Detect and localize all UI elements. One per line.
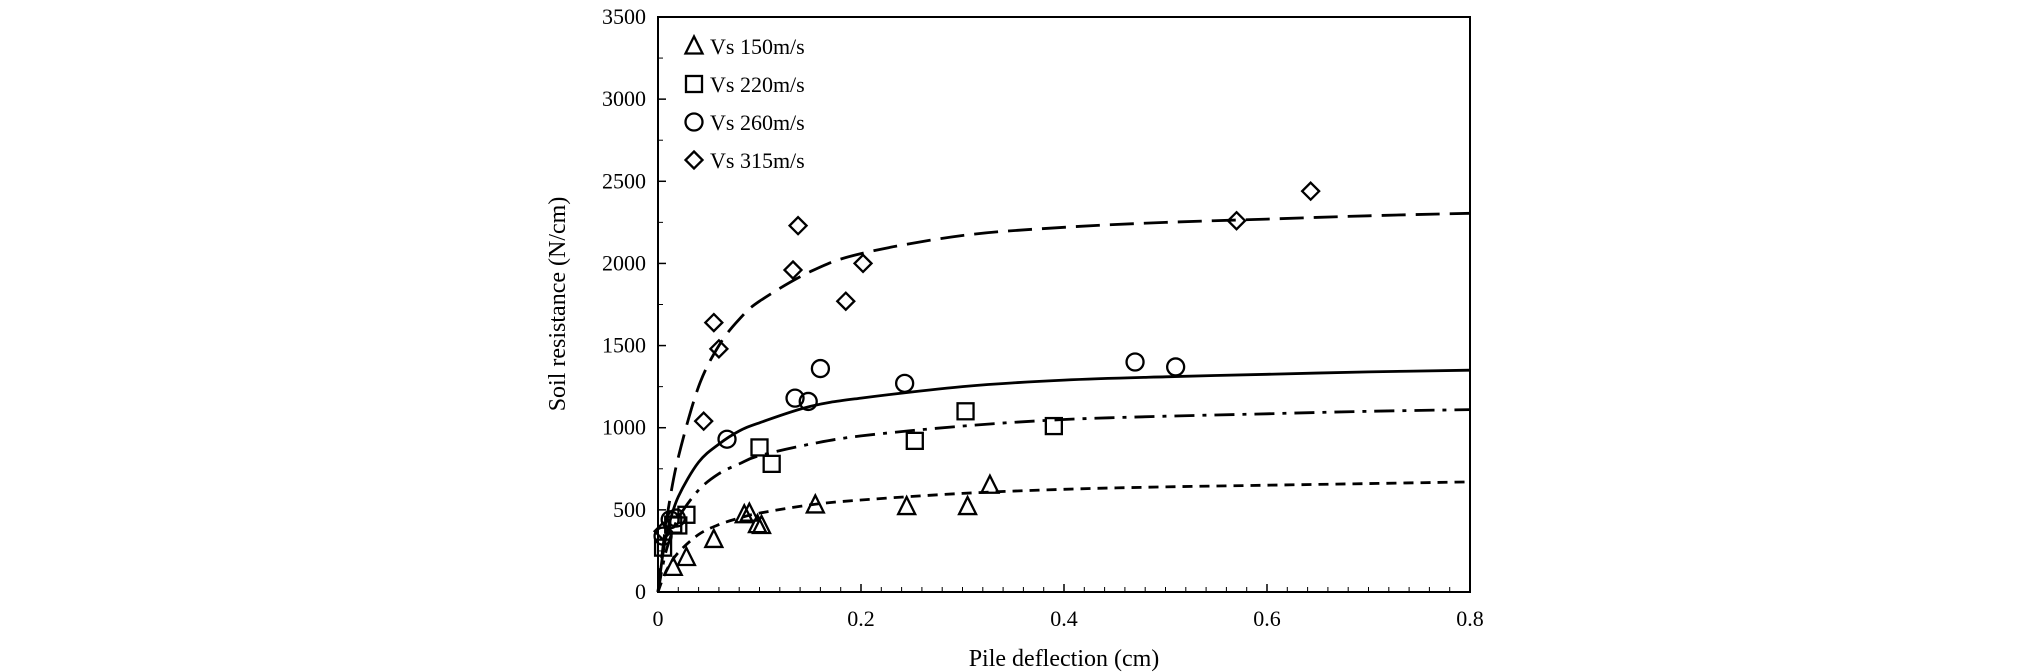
data-point-circle (894, 373, 915, 394)
data-point-diamond (787, 215, 809, 236)
y-tick-label: 500 (613, 497, 646, 522)
x-axis: 0 0.2 0.4 0.6 0.8 (653, 584, 1484, 631)
y-tick-label: 3000 (602, 86, 646, 111)
legend-label: Vs 315m/s (710, 148, 805, 173)
fit-curve-circle (656, 368, 1471, 593)
data-point-diamond (708, 338, 730, 359)
y-tick-label: 2500 (602, 168, 646, 193)
data-point-square (762, 454, 781, 474)
data-point-diamond (782, 259, 804, 281)
data-point-circle (785, 388, 805, 408)
data-point-triangle (662, 555, 684, 577)
x-tick-label: 0.6 (1253, 606, 1281, 631)
data-point-triangle (804, 492, 826, 514)
data-point-diamond (852, 253, 874, 274)
data-points (652, 181, 1321, 577)
data-point-square (956, 402, 975, 421)
data-point-circle (810, 358, 831, 379)
y-tick-label: 2000 (602, 250, 646, 275)
data-point-triangle (751, 513, 772, 535)
x-tick-label: 0.4 (1050, 606, 1078, 631)
y-tick-label: 1500 (602, 333, 646, 358)
data-point-circle (653, 526, 673, 546)
data-point-diamond (1300, 181, 1321, 202)
data-point-square (1044, 416, 1063, 436)
legend-label: Vs 220m/s (710, 72, 805, 97)
data-point-square (905, 431, 924, 451)
fit-curve-diamond (656, 211, 1471, 593)
data-point-circle (717, 429, 737, 449)
data-point-circle (666, 508, 686, 528)
fit-curves (656, 211, 1471, 593)
data-point-diamond (835, 291, 856, 312)
y-tick-label: 3500 (602, 4, 646, 29)
legend-marker-triangle (683, 33, 705, 55)
y-tick-label: 1000 (602, 415, 646, 440)
data-point-circle (798, 391, 818, 412)
x-tick-label: 0.8 (1456, 606, 1484, 631)
fit-curve-square (656, 408, 1471, 593)
data-point-triangle (896, 494, 918, 516)
y-tick-label: 0 (635, 579, 646, 604)
fit-curve-triangle (656, 480, 1471, 593)
data-point-diamond (693, 411, 714, 432)
legend-marker-circle (684, 112, 704, 132)
y-axis-label: Soil resistance (N/cm) (545, 197, 571, 412)
y-axis: 0 500 1000 1500 2000 2500 3000 3500 (602, 4, 666, 604)
data-point-triangle (703, 527, 725, 549)
legend: Vs 150m/s Vs 220m/s Vs 260m/s Vs 315m/s (683, 33, 805, 173)
data-point-triangle (738, 501, 760, 522)
data-point-triangle (733, 502, 755, 524)
x-tick-label: 0.2 (847, 606, 875, 631)
legend-marker-square (684, 74, 704, 94)
data-point-circle (1166, 357, 1186, 377)
data-point-circle (1125, 352, 1145, 372)
x-tick-label: 0 (653, 606, 664, 631)
data-point-diamond (703, 312, 724, 333)
data-point-triangle (676, 545, 697, 567)
plot-frame (657, 16, 1471, 593)
data-point-diamond (1226, 210, 1247, 231)
x-axis-label: Pile deflection (cm) (969, 646, 1160, 672)
data-point-triangle (957, 494, 978, 516)
data-point-triangle (979, 473, 1001, 494)
data-point-diamond (652, 521, 674, 542)
legend-label: Vs 260m/s (710, 110, 805, 135)
data-point-square (750, 438, 769, 457)
legend-label: Vs 150m/s (710, 34, 805, 59)
legend-marker-diamond (683, 149, 705, 171)
